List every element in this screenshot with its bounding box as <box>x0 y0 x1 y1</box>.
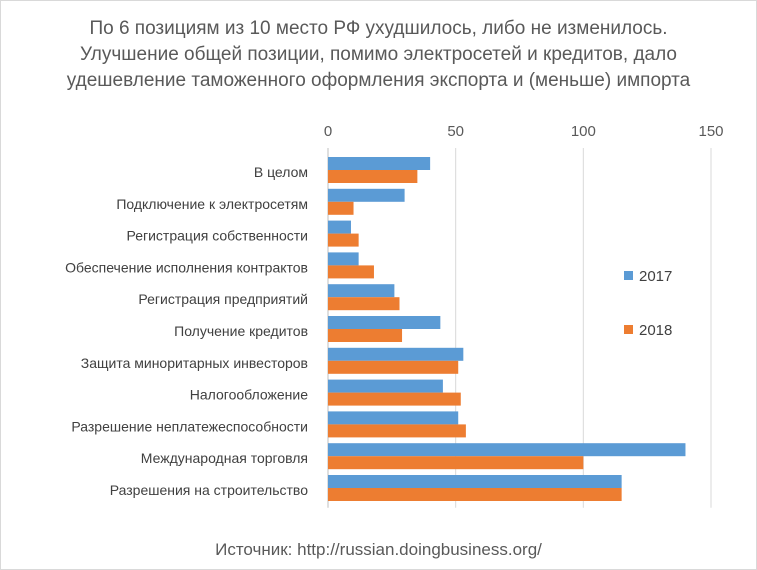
x-tick-label-50: 50 <box>447 123 464 140</box>
bar-2018 <box>328 329 403 342</box>
bar-2018 <box>328 170 418 183</box>
bar-2017 <box>328 157 431 170</box>
bar-2018 <box>328 392 461 406</box>
bar-2017 <box>328 443 686 457</box>
bar-2018 <box>328 233 359 247</box>
bar-2018 <box>328 265 374 279</box>
x-tick-label-0: 0 <box>324 123 332 140</box>
bar-2018 <box>328 201 354 215</box>
bar-2017 <box>328 379 443 393</box>
bar-2017 <box>328 220 351 234</box>
legend-swatch-2017 <box>624 271 633 280</box>
legend-label-2017: 2017 <box>639 268 672 285</box>
category-label: Подключение к электросетям <box>116 196 308 212</box>
bar-2018 <box>328 360 459 374</box>
x-tick-label-100: 100 <box>571 123 596 140</box>
bar-2018 <box>328 456 584 470</box>
legend-label-2018: 2018 <box>639 322 672 339</box>
bar-2017 <box>328 411 459 425</box>
category-label: Обеспечение исполнения контрактов <box>65 259 308 275</box>
category-label: Регистрация предприятий <box>138 291 308 307</box>
bar-2018 <box>328 424 466 438</box>
source-note: Источник: http://russian.doingbusiness.o… <box>215 540 542 559</box>
category-label: Получение кредитов <box>174 323 308 339</box>
category-label: Налогообложение <box>190 387 308 403</box>
bar-2017 <box>328 188 405 202</box>
category-label: Разрешение неплатежеспособности <box>71 418 308 434</box>
category-label: Международная торговля <box>141 450 308 466</box>
bar-2017 <box>328 475 622 488</box>
bar-2017 <box>328 284 395 298</box>
bar-2017 <box>328 316 441 329</box>
bar-2017 <box>328 252 359 266</box>
category-label: Защита миноритарных инвесторов <box>81 355 308 371</box>
x-tick-label-150: 150 <box>698 123 723 140</box>
category-label: Разрешения на строительство <box>110 482 308 498</box>
category-label: Регистрация собственности <box>127 228 309 244</box>
legend-swatch-2018 <box>624 325 633 334</box>
bar-2018 <box>328 297 400 311</box>
bar-2017 <box>328 347 464 361</box>
chart-title: По 6 позициям из 10 место РФ ухудшилось,… <box>66 18 691 91</box>
category-label: В целом <box>254 164 308 180</box>
bar-2018 <box>328 488 622 501</box>
